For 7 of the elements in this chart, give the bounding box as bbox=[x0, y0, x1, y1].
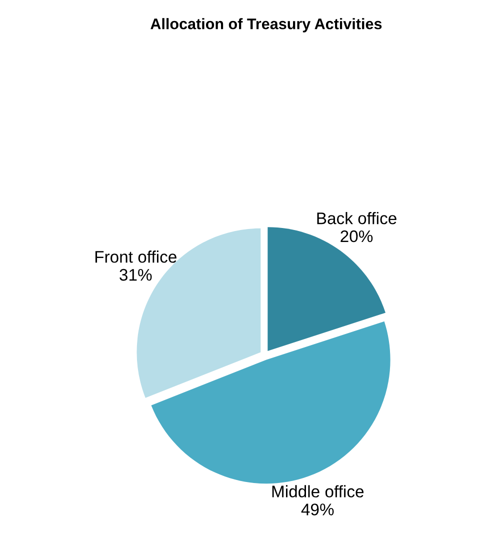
slice-label: Front office bbox=[95, 250, 176, 263]
data-label: 20% bbox=[340, 230, 373, 242]
data-label: 31% bbox=[120, 268, 152, 281]
slice-label: Middle office bbox=[272, 485, 364, 498]
slice-label: Back office bbox=[317, 212, 396, 224]
chart-title: Allocation of Treasury Activities bbox=[150, 18, 382, 32]
data-label: 49% bbox=[301, 504, 334, 516]
